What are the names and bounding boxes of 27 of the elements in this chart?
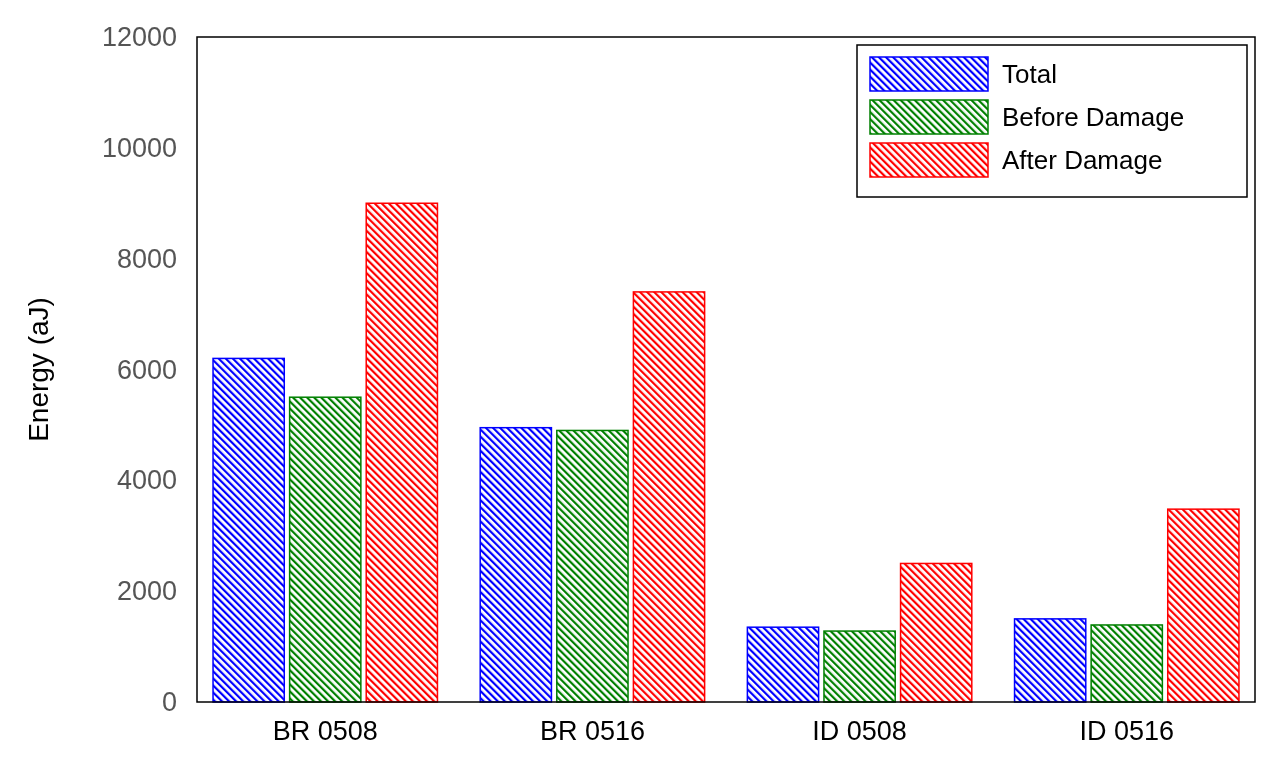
y-tick-label: 4000	[116, 465, 177, 496]
bar	[212, 357, 286, 703]
bar	[556, 429, 629, 703]
y-tick-label: 8000	[116, 243, 177, 274]
x-tick-label: ID 0516	[1079, 716, 1175, 747]
bar	[365, 202, 439, 703]
bar	[479, 426, 553, 703]
bar	[1013, 618, 1087, 703]
bar	[1166, 508, 1240, 703]
x-tick-label: BR 0508	[272, 716, 378, 747]
y-tick-label: 6000	[116, 354, 177, 385]
bar	[632, 291, 706, 703]
bar	[288, 396, 362, 703]
y-tick-label: 12000	[101, 22, 177, 53]
y-axis-title: Energy (aJ)	[23, 297, 54, 442]
y-tick-label: 10000	[101, 132, 177, 163]
legend-label: After Damage	[1002, 145, 1163, 175]
bar	[1090, 624, 1164, 703]
x-tick-label: ID 0508	[812, 716, 907, 747]
bar	[899, 562, 973, 703]
bar	[823, 630, 896, 703]
legend-label: Before Damage	[1002, 102, 1185, 132]
y-tick-label: 0	[161, 687, 177, 718]
y-tick-label: 2000	[116, 576, 177, 607]
legend-label: Total	[1002, 59, 1057, 89]
x-tick-label: BR 0516	[539, 716, 645, 747]
bar	[746, 626, 820, 703]
